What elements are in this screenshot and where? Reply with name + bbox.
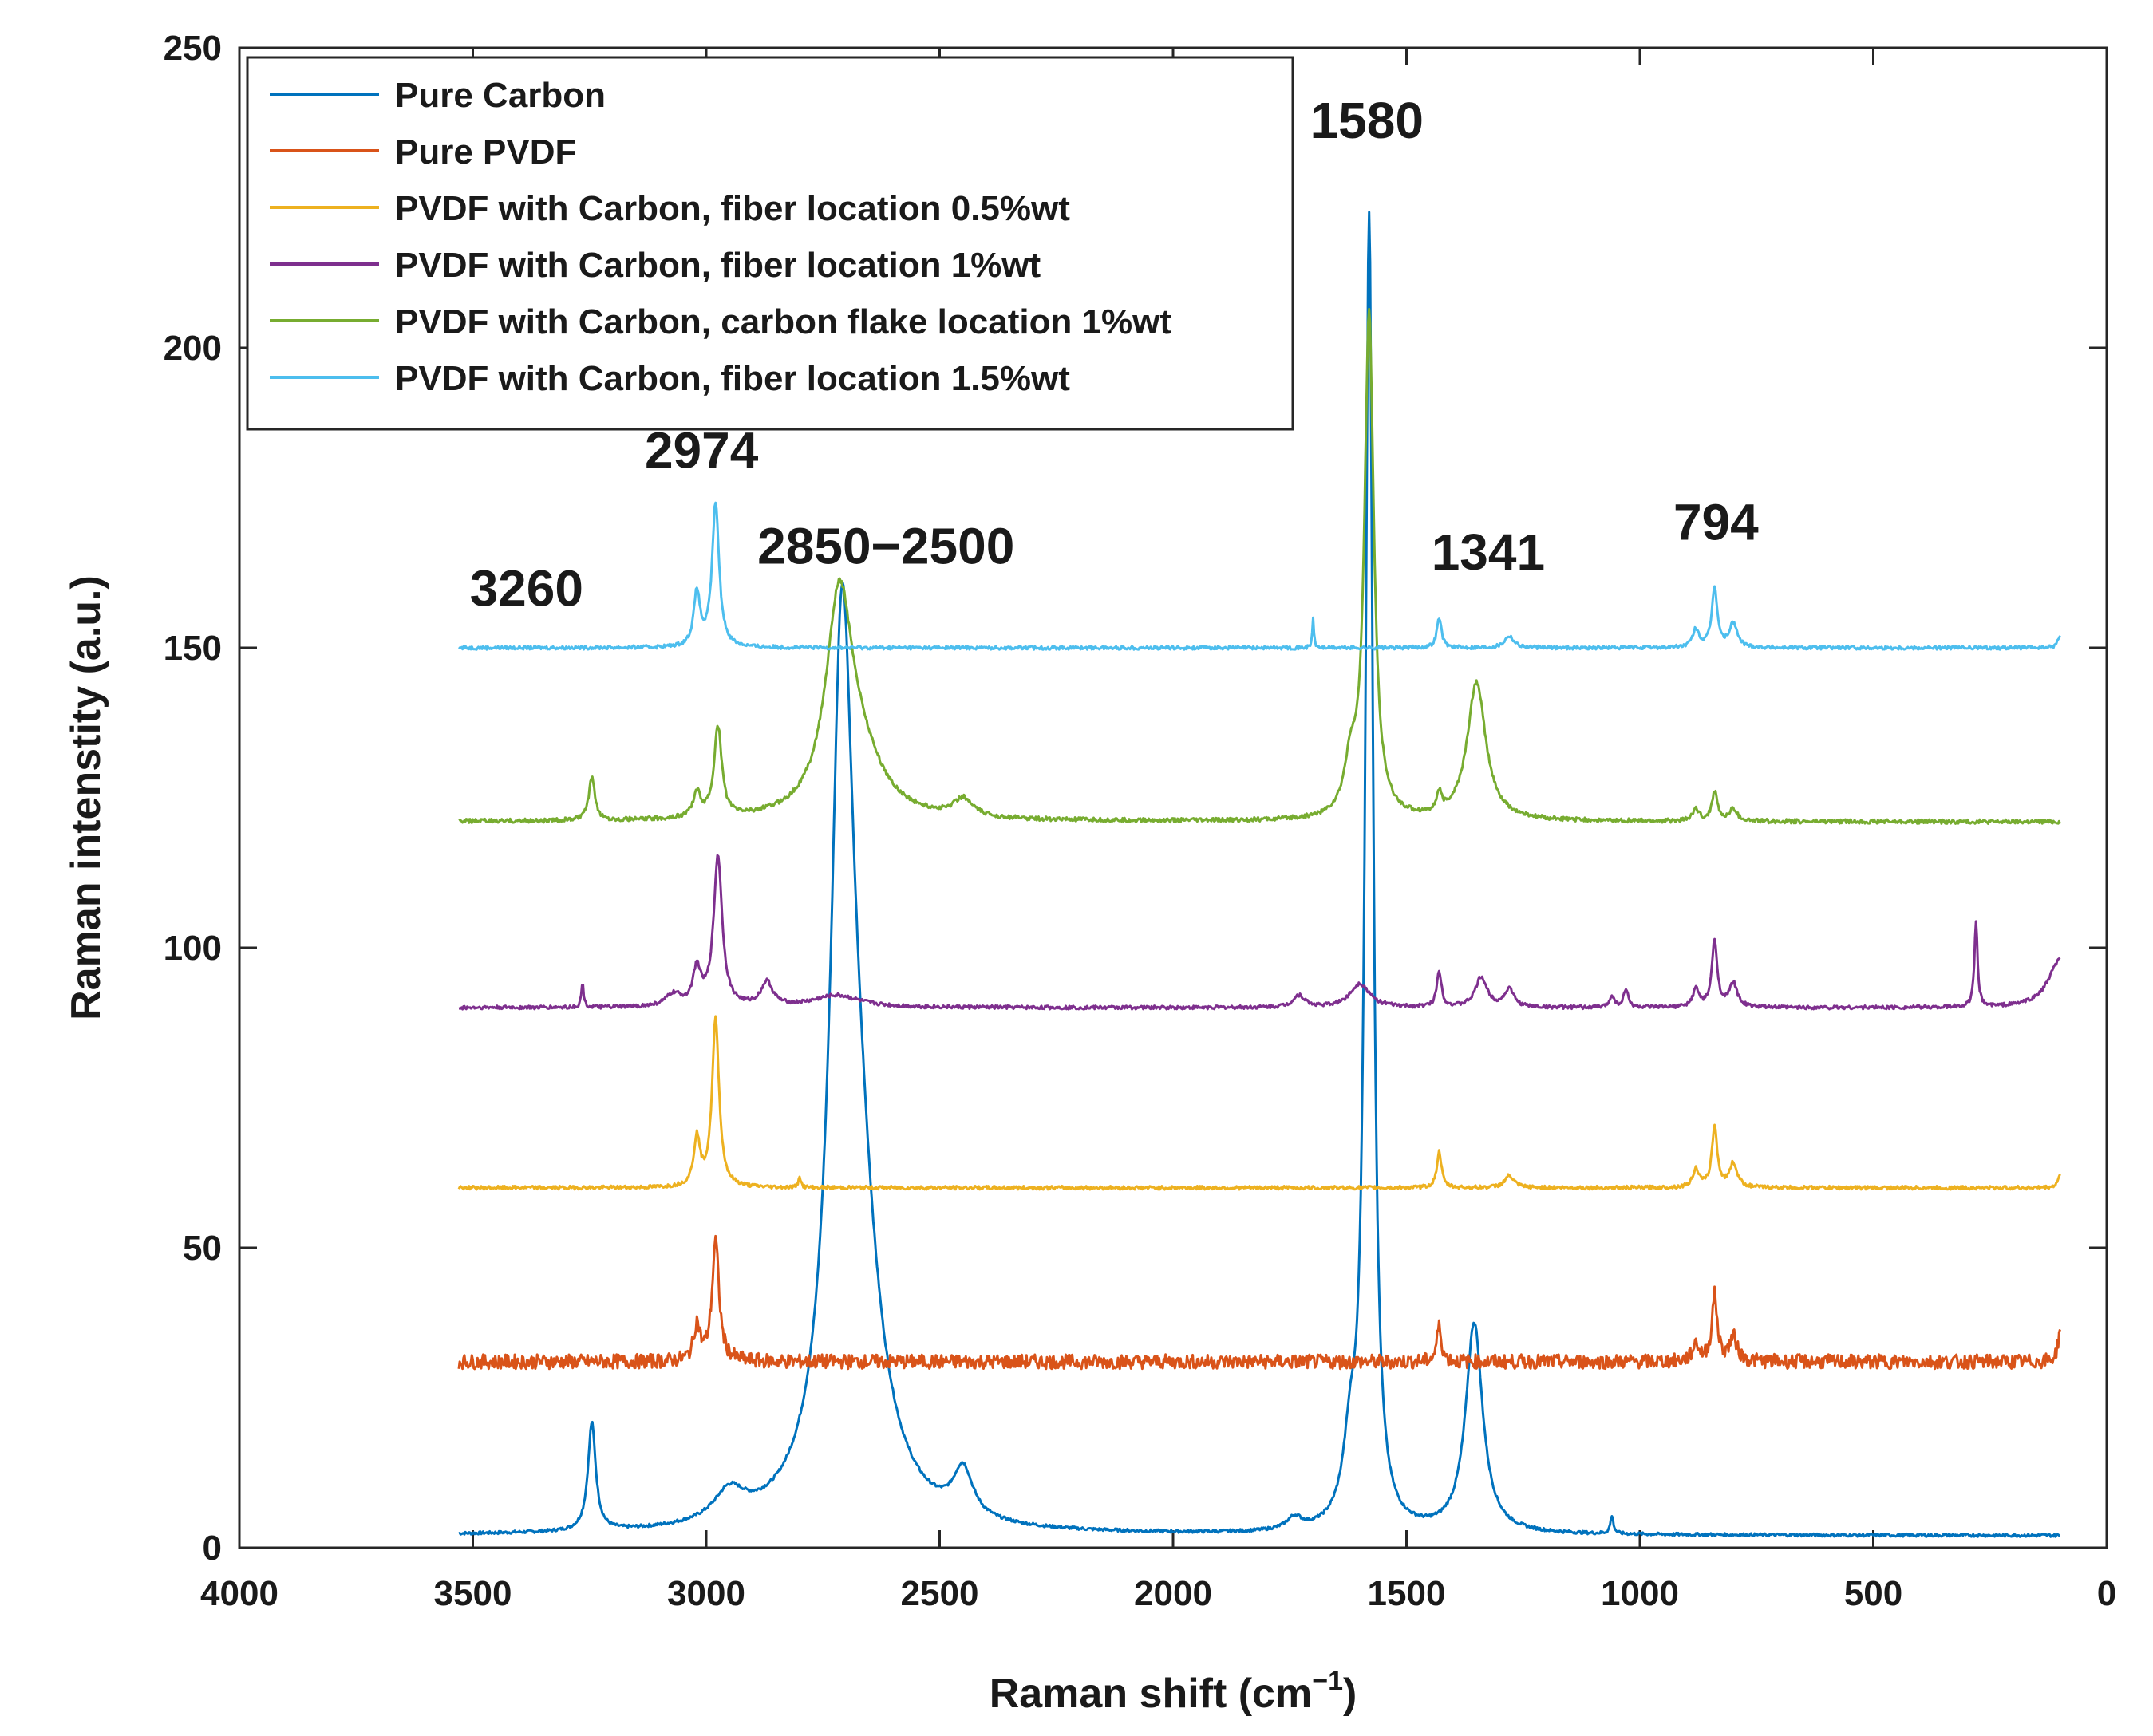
y-tick-label: 250: [164, 29, 222, 68]
y-tick-label: 50: [183, 1229, 222, 1268]
y-tick-label: 150: [164, 629, 222, 668]
peak-annotation: 794: [1673, 494, 1759, 551]
x-axis-label: Raman shift (cm−1): [990, 1666, 1357, 1717]
x-tick-label: 3500: [434, 1574, 512, 1613]
legend-box: [246, 56, 1294, 431]
y-tick-label: 200: [164, 329, 222, 368]
x-axis-label-end: ): [1343, 1671, 1357, 1717]
legend-label: Pure PVDF: [395, 132, 576, 172]
x-tick-label: 1000: [1601, 1574, 1679, 1613]
annotation-layer: 1580 2974 2850−2500 3260 1341 794: [470, 92, 1760, 617]
x-tick-label: 0: [2097, 1574, 2116, 1613]
series-line-2: [457, 1234, 2061, 1371]
axis-ticks: 4000 3500 3000 2500 2000 1500 1000 500 0 0 50 100 15…: [164, 29, 2117, 1613]
peak-annotation: 2974: [645, 421, 759, 479]
series-layer: [457, 211, 2061, 1538]
series-line-5: [458, 307, 2061, 825]
series-line-3: [457, 1015, 2061, 1191]
peak-annotation: 3260: [470, 559, 583, 617]
peak-annotation: 2850−2500: [757, 518, 1014, 575]
series-line-6: [457, 501, 2061, 651]
legend: Pure Carbon Pure PVDF PVDF with Carbon, fi…: [246, 56, 1294, 431]
y-tick-label: 100: [164, 929, 222, 968]
x-tick-label: 3000: [667, 1574, 745, 1613]
x-axis-label-superscript: −1: [1312, 1666, 1343, 1696]
x-tick-label: 2000: [1134, 1574, 1212, 1613]
legend-label: Pure Carbon: [395, 76, 606, 115]
peak-annotation: 1341: [1432, 523, 1545, 581]
peak-annotation: 1580: [1310, 92, 1424, 149]
legend-label: PVDF with Carbon, carbon flake location …: [395, 302, 1171, 341]
y-axis-label: Raman intenstity (a.u.): [63, 575, 109, 1020]
x-tick-label: 1500: [1368, 1574, 1446, 1613]
x-axis-label-main: Raman shift (cm: [990, 1671, 1313, 1717]
legend-label: PVDF with Carbon, fiber location 0.5%wt: [395, 189, 1070, 228]
x-tick-label: 4000: [200, 1574, 279, 1613]
x-tick-label: 2500: [901, 1574, 979, 1613]
legend-label: PVDF with Carbon, fiber location 1%wt: [395, 246, 1041, 285]
y-tick-label: 0: [203, 1529, 222, 1568]
legend-label: PVDF with Carbon, fiber location 1.5%wt: [395, 359, 1070, 398]
series-line-1: [458, 211, 2060, 1538]
x-tick-label: 500: [1844, 1574, 1902, 1613]
series-line-4: [458, 854, 2061, 1011]
